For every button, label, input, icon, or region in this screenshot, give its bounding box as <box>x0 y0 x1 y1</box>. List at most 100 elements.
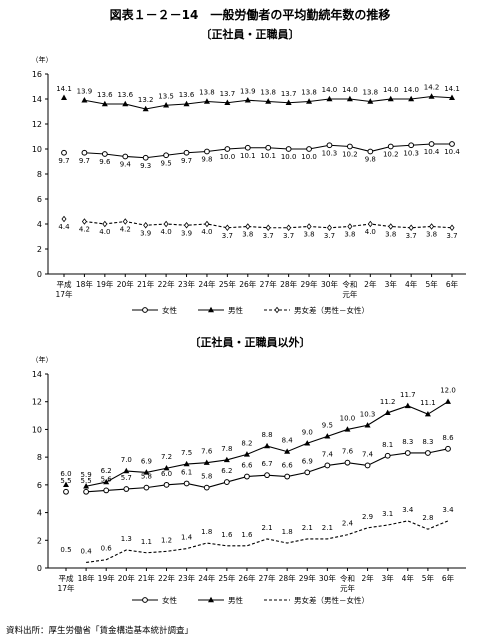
chart2-x-tick-label: 平成 <box>59 573 74 583</box>
chart2-series-1-point <box>83 488 90 495</box>
chart1-series-2-point <box>101 100 108 107</box>
chart2-series-1-data-label: 6.2 <box>221 467 232 475</box>
chart1-series-3-point <box>286 224 292 232</box>
chart1-series-3-data-label: 3.8 <box>303 231 314 239</box>
chart2-series-1-data-label: 6.1 <box>181 468 192 476</box>
chart2-x-tick-label: 18年 <box>78 573 96 583</box>
chart1-series-2-data-label: 13.7 <box>281 90 297 98</box>
chart1-series-1-data-label: 9.7 <box>58 157 69 165</box>
chart2-series-2-point <box>163 465 170 471</box>
chart1-y-tick-label: 8 <box>37 170 42 179</box>
chart1-series-2-point <box>163 102 170 108</box>
chart2-x-tick-label: 25年 <box>218 573 236 583</box>
chart1-series-2-point <box>408 95 415 102</box>
chart2-series-2-point <box>203 459 210 465</box>
chart2-series-3-data-label: 3.4 <box>442 506 454 514</box>
chart1-series-3-data-label: 4.0 <box>365 228 376 236</box>
chart2-series-2-point <box>424 410 431 417</box>
chart2-y-tick-label: 8 <box>37 453 42 462</box>
chart1-series-2-data-label: 14.1 <box>444 85 460 93</box>
chart1-series-1-data-label: 9.7 <box>181 157 192 165</box>
chart1-series-3-data-label: 3.8 <box>242 231 253 239</box>
chart2-series-2-point <box>384 409 391 415</box>
chart2-series-line-3 <box>86 520 449 564</box>
chart2-series-2-point <box>63 481 69 488</box>
chart2-series-2-point <box>344 426 351 432</box>
chart2-series-2-data-label: 6.0 <box>60 470 71 478</box>
chart2-series-2-point <box>445 398 451 404</box>
chart1-series-3-data-label: 3.7 <box>263 232 274 240</box>
chart1-series-3-point <box>122 218 128 225</box>
chart2-series-2-point <box>223 456 230 463</box>
source-note: 資料出所：厚生労働省「賃金構造基本統計調査」 <box>6 626 194 636</box>
chart1-legend-marker-3 <box>274 306 280 314</box>
chart2-series-1-point <box>183 480 190 487</box>
chart1-series-2-point <box>387 95 394 102</box>
chart2-series-1-data-label: 8.1 <box>382 441 393 449</box>
chart2-legend-marker-1 <box>142 597 148 603</box>
chart1-series-3-point <box>326 224 332 232</box>
chart2-x-tick-label: 30年 <box>319 573 337 583</box>
chart2-series-3-data-label: 2.1 <box>302 524 313 532</box>
chart1-y-tick-label: 0 <box>37 270 42 279</box>
chart2-series-3-data-label: 1.6 <box>221 531 233 539</box>
chart2-series-1-point <box>143 484 150 491</box>
chart1-series-3-data-label: 3.9 <box>181 229 192 237</box>
chart2-series-1-point <box>304 469 311 476</box>
chart1-series-2-point <box>183 100 190 107</box>
chart1-series-1-point <box>408 142 415 149</box>
chart1-series-1-data-label: 10.0 <box>220 153 236 161</box>
chart1-x-tick-label: 30年 <box>321 279 339 289</box>
chart2-series-1-point <box>264 472 270 479</box>
chart2-series-1-point <box>445 445 451 452</box>
chart1-legend-marker-2 <box>208 306 214 313</box>
chart1-series-1-point <box>204 148 210 155</box>
chart2-series-1-data-label: 7.6 <box>342 448 354 456</box>
chart2-series-1-point <box>163 481 170 488</box>
chart2-x-tick-label: 27年 <box>259 573 277 583</box>
chart2-series-3-data-label: 2.4 <box>342 520 354 528</box>
chart1-x-tick-label: 23年 <box>178 279 196 289</box>
chart2-series-3-data-label: 1.4 <box>181 534 193 542</box>
chart1-x-tick-label: 24年 <box>198 279 216 289</box>
chart2-legend-label-3: 男女差（男性－女性） <box>294 595 369 605</box>
chart1-series-3-point <box>306 223 312 230</box>
chart1-series-3-point <box>61 215 67 223</box>
chart1-series-1-point <box>81 149 88 156</box>
chart2-series-3-data-label: 1.8 <box>201 528 212 536</box>
chart1-series-3-data-label: 3.7 <box>324 232 335 240</box>
chart1-series-2-point <box>326 95 333 102</box>
chart2-x-tick-label-line2: 17年 <box>57 583 75 593</box>
chart2-x-tick-label: 29年 <box>299 573 317 583</box>
chart1-series-3-point <box>143 221 149 229</box>
chart1-series-1-point <box>428 141 435 147</box>
chart1-x-tick-label: 28年 <box>280 279 298 289</box>
chart1-series-2-data-label: 13.7 <box>220 90 236 98</box>
chart2-series-2-data-label: 11.2 <box>380 398 396 406</box>
chart1-series-1-data-label: 10.1 <box>240 152 256 160</box>
chart1-y-tick-label: 2 <box>37 245 42 254</box>
chart1-series-1-point <box>306 146 312 152</box>
chart1-series-2-point <box>224 99 231 105</box>
chart1-series-1-data-label: 9.3 <box>140 162 151 170</box>
chart2-series-1-data-label: 5.7 <box>121 474 132 482</box>
chart2-series-2-data-label: 8.8 <box>261 431 272 439</box>
chart1-series-2-point <box>346 95 353 102</box>
chart2-series-2-point <box>143 469 150 475</box>
chart1-x-tick-label: 27年 <box>260 279 278 289</box>
chart2-series-1-data-label: 6.0 <box>161 470 172 478</box>
chart1-series-2-point <box>81 97 88 103</box>
chart2-series-2-data-label: 11.7 <box>400 391 416 399</box>
chart1-series-3-point <box>265 224 271 232</box>
chart1-series-1-data-label: 10.1 <box>260 152 276 160</box>
chart1-series-1-point <box>244 144 251 151</box>
chart1-series-3-data-label: 3.7 <box>283 232 294 240</box>
chart2-series-1-point <box>63 488 69 495</box>
chart2-y-tick-label: 14 <box>32 370 42 379</box>
chart1-series-2-point <box>265 98 272 104</box>
chart2-series-1-point <box>364 462 371 469</box>
chart2-legend-marker-2 <box>208 596 214 603</box>
chart1-series-2-data-label: 14.1 <box>56 85 72 93</box>
chart2-series-3-data-label: 1.1 <box>141 538 152 546</box>
